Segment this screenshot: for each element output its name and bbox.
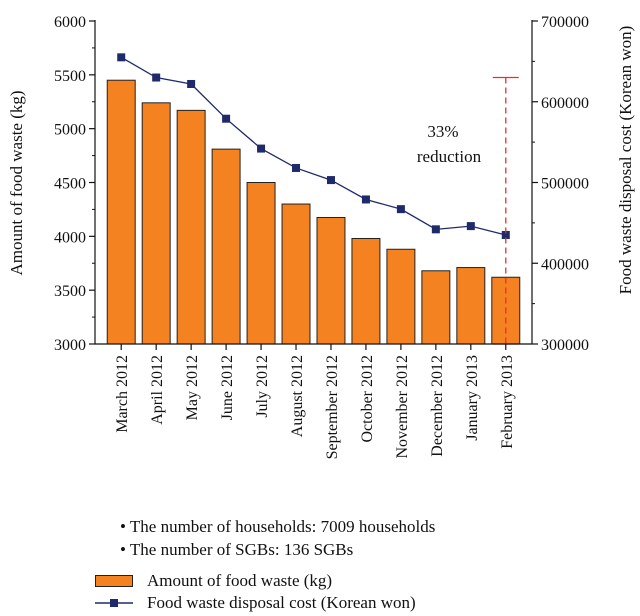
- x-tick-label: May 2012: [184, 355, 201, 420]
- cost-point-7: [326, 176, 335, 185]
- y2-tick-label: 500000: [541, 176, 589, 193]
- x-tick-label: April 2012: [149, 355, 166, 425]
- y-tick-label: 4500: [54, 176, 86, 193]
- cost-point-2: [152, 73, 161, 82]
- y-tick-label: 5000: [54, 122, 86, 139]
- cost-line: [120, 56, 506, 236]
- note-households: • The number of households: 7009 househo…: [120, 517, 436, 536]
- cost-point-10: [431, 225, 440, 234]
- y-tick-label: 6000: [54, 14, 86, 31]
- cost-point-11: [466, 222, 475, 231]
- legend-bar-label: Amount of food waste (kg): [147, 571, 333, 590]
- legend-item-disposal-cost: Food waste disposal cost (Korean won): [95, 592, 416, 614]
- bar-1: [106, 79, 136, 345]
- cost-point-5: [257, 144, 266, 153]
- x-tick-label: August 2012: [289, 355, 306, 437]
- note-sgbs: • The number of SGBs: 136 SGBs: [120, 540, 354, 559]
- x-tick-label: December 2012: [429, 355, 446, 457]
- y2-tick-label: 600000: [541, 95, 589, 112]
- notes: • The number of households: 7009 househo…: [120, 515, 435, 561]
- bar-6: [281, 203, 311, 345]
- x-tick-label: March 2012: [114, 355, 131, 433]
- x-tick-label: January 2013: [464, 355, 481, 441]
- x-tick-label: June 2012: [219, 355, 236, 420]
- cost-point-6: [292, 163, 301, 172]
- x-tick-label: November 2012: [394, 355, 411, 459]
- cost-point-8: [361, 195, 370, 204]
- bar-7: [316, 216, 346, 345]
- bar-9: [386, 248, 416, 345]
- reduction-label: reduction: [417, 147, 482, 166]
- y2-tick-label: 700000: [541, 14, 589, 31]
- legend-bar-swatch: [95, 575, 133, 587]
- bar-3: [176, 109, 206, 345]
- legend: Amount of food waste (kg) Food waste dis…: [95, 570, 416, 614]
- y-tick-label: 4000: [54, 229, 86, 246]
- bar-5: [246, 182, 276, 345]
- cost-point-3: [187, 79, 196, 88]
- cost-point-9: [396, 205, 405, 214]
- chart: 33% reduction 3000 3500 4000 4500 5000 5500 6000…: [7, 14, 635, 459]
- y2-tick-label: 400000: [541, 256, 589, 273]
- legend-line-label: Food waste disposal cost (Korean won): [147, 593, 416, 612]
- reduction-percent: 33%: [427, 122, 458, 141]
- bar-4: [211, 148, 241, 345]
- y-tick-label: 3500: [54, 283, 86, 300]
- cost-point-1: [117, 53, 126, 62]
- bar-8: [351, 237, 381, 345]
- y2-axis-title: Food waste disposal cost (Korean won): [616, 26, 635, 295]
- x-tick-label: September 2012: [324, 355, 341, 459]
- x-tick-label: February 2013: [499, 355, 516, 449]
- x-tick-label: October 2012: [359, 355, 376, 443]
- x-tick-label: July 2012: [254, 355, 271, 418]
- y-tick-label: 3000: [54, 337, 86, 354]
- y-axis-title: Amount of food waste (kg): [7, 90, 26, 275]
- y-tick-label: 5500: [54, 68, 86, 85]
- bar-11: [456, 267, 486, 345]
- cost-point-4: [222, 114, 231, 123]
- y2-tick-label: 300000: [541, 337, 589, 354]
- bar-10: [421, 270, 451, 345]
- cost-point-12: [501, 230, 510, 239]
- bar-2: [141, 102, 171, 345]
- legend-line-swatch: [95, 599, 133, 607]
- legend-item-food-waste: Amount of food waste (kg): [95, 570, 416, 592]
